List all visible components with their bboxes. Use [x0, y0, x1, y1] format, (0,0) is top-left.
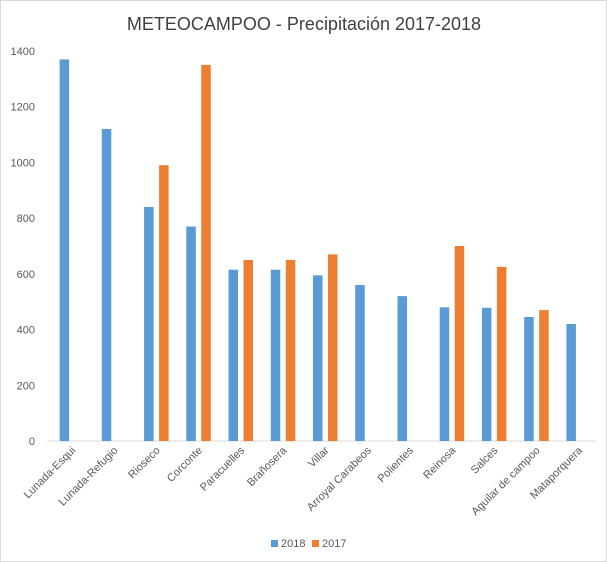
x-tick-label: Corconte [165, 445, 205, 485]
y-tick-label: 200 [17, 380, 35, 392]
bar-2018-lunada-refugio [101, 129, 112, 441]
bar-2018-rioseco [144, 207, 154, 441]
legend-label-2018: 2018 [281, 538, 305, 550]
bar-2017-salces [496, 266, 507, 441]
legend-swatch-2018 [271, 540, 278, 547]
bar-2018-corconte [186, 226, 196, 441]
bar-2018-aguilar-de-campoo [524, 317, 534, 441]
bar-2018-paracuelles [228, 269, 238, 441]
bar-2017-reinosa [454, 246, 465, 441]
x-tick-label: Rioseco [126, 445, 163, 482]
y-tick-label: 0 [29, 436, 35, 448]
bar-2017-rioseco [159, 165, 169, 441]
axis-layer: 0 200 400 600 800 1000 1200 1400 [11, 46, 596, 448]
chart-title: METEOCAMPOO - Precipitación 2017-2018 [127, 14, 481, 34]
bars-layer [59, 59, 576, 442]
bar-2018-salces [481, 307, 492, 441]
x-tick-label: Villar [306, 444, 332, 470]
y-tick-label: 400 [17, 325, 35, 337]
bar-2017-corconte [201, 64, 211, 442]
bar-2018-polientes [397, 296, 407, 441]
bar-2018-arroyal-carabeos [355, 285, 365, 441]
x-tick-label: Brañosera [245, 444, 290, 489]
bar-2018-reinosa [439, 307, 450, 441]
y-tick-label: 1400 [11, 46, 35, 58]
bar-2017-villar [328, 254, 338, 441]
bar-2018-villar [313, 275, 323, 442]
y-tick-label: 800 [17, 213, 35, 225]
bar-2018-mataporquera [566, 324, 576, 441]
bar-2018-lunada-esqui [59, 59, 70, 442]
legend-swatch-2017 [312, 540, 319, 547]
y-tick-label: 600 [17, 269, 35, 281]
bar-2017-brañosera [285, 259, 296, 441]
bar-2017-paracuelles [243, 259, 253, 441]
bar-2017-aguilar-de-campoo [539, 310, 549, 441]
legend: 2018 2017 [271, 538, 346, 550]
x-tick-label: Paracuelles [198, 444, 247, 493]
y-tick-label: 1000 [11, 157, 35, 169]
x-tick-label: Polientes [376, 444, 417, 485]
y-tick-label: 1200 [11, 102, 35, 114]
x-tick-label: Salces [469, 444, 501, 476]
bar-2018-brañosera [270, 269, 281, 441]
x-tick-label: Reinosa [421, 444, 459, 482]
legend-label-2017: 2017 [322, 538, 346, 550]
